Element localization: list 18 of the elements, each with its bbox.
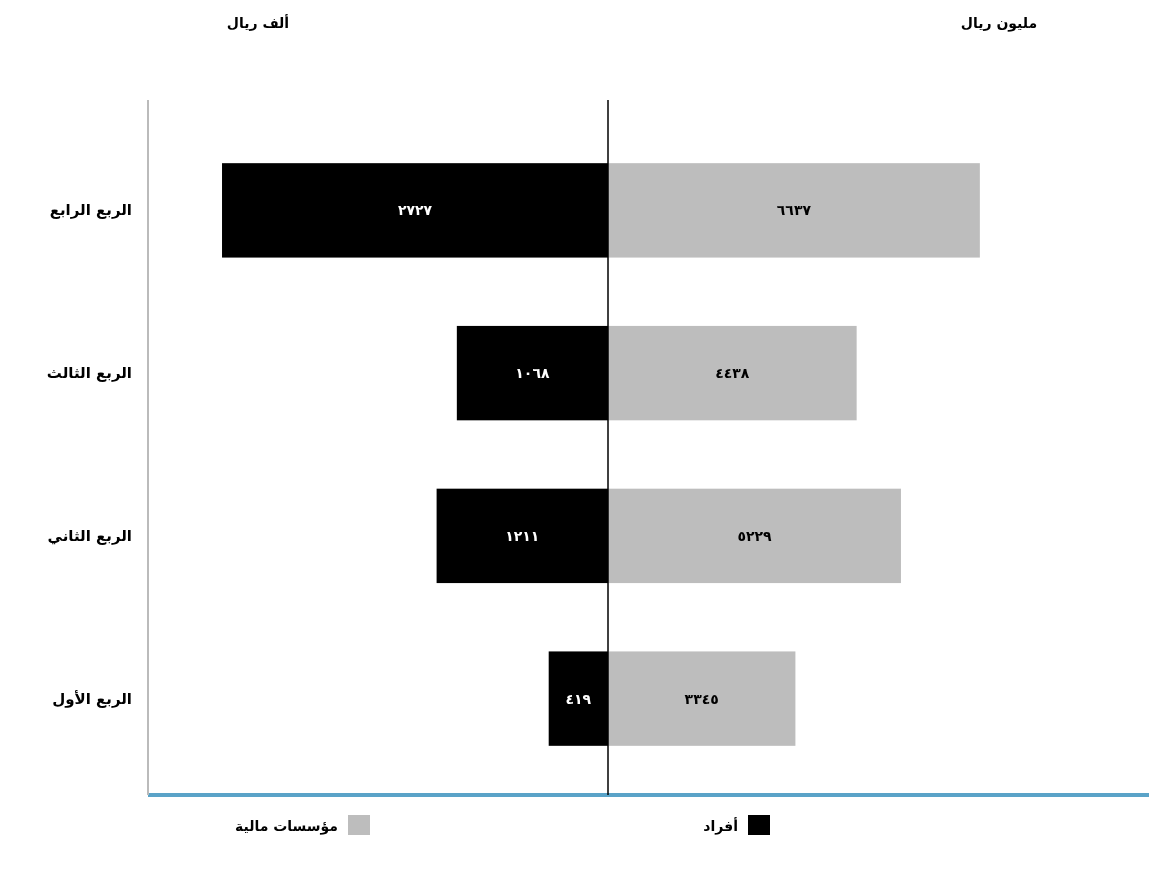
y-tick-label: الربع الأول	[52, 689, 132, 708]
legend-label: أفراد	[703, 817, 738, 835]
data-label: ٦٦٣٧	[776, 202, 812, 219]
x-axis-title: مليون ريال	[960, 15, 1038, 32]
y-tick-label: الربع الثاني	[47, 526, 132, 545]
data-label: ١٢١١	[505, 527, 540, 544]
legend: أفراد	[703, 815, 770, 835]
x-axis-title: ألف ريال	[226, 14, 290, 31]
data-label: ٥٢٢٩	[737, 527, 773, 544]
data-label: ١٠٦٨	[515, 365, 550, 382]
legend-label: مؤسسات مالية	[234, 818, 338, 835]
y-tick-label: الربع الثالث	[46, 364, 132, 383]
data-label: ٣٣٤٥	[684, 690, 719, 707]
legend: مؤسسات مالية	[234, 815, 370, 835]
data-label: ٤٤٣٨	[715, 365, 750, 382]
y-tick-label: الربع الرابع	[49, 201, 132, 220]
data-label: ٢٧٢٧	[397, 202, 433, 219]
data-label: ٤١٩	[565, 690, 592, 707]
